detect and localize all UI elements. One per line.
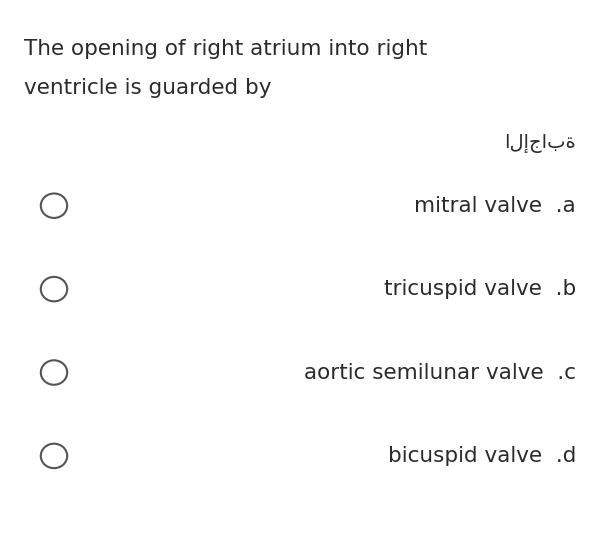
Text: ventricle is guarded by: ventricle is guarded by xyxy=(24,78,271,98)
Text: الإجابة: الإجابة xyxy=(504,133,576,152)
Text: tricuspid valve  .b: tricuspid valve .b xyxy=(384,279,576,299)
Text: The opening of right atrium into right: The opening of right atrium into right xyxy=(24,39,427,59)
Text: aortic semilunar valve  .c: aortic semilunar valve .c xyxy=(304,363,576,383)
Text: mitral valve  .a: mitral valve .a xyxy=(414,196,576,216)
Text: bicuspid valve  .d: bicuspid valve .d xyxy=(388,446,576,466)
